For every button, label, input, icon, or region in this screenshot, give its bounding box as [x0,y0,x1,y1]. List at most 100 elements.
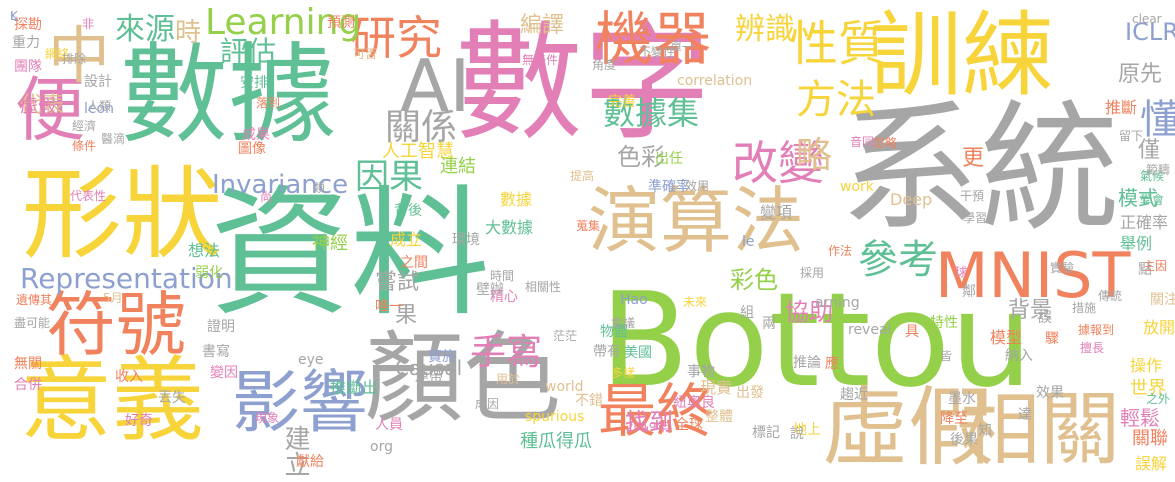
cloud-word: 懂 [1140,97,1175,143]
cloud-word: 說 [790,426,804,442]
cloud-word: eye [298,352,324,368]
cloud-word: 2019年 [626,420,669,434]
cloud-word: 更 [962,146,985,171]
cloud-word: 之間 [400,255,428,271]
cloud-word: 舉例 [1120,234,1153,253]
cloud-word: 演算法 [588,179,805,263]
cloud-word: 壁辦 [476,282,504,298]
cloud-word: 實施 [428,349,456,365]
cloud-word: 現實 [700,378,733,397]
cloud-word: spurious [525,409,585,425]
cloud-word: 經濟 [72,119,97,133]
cloud-word: 找到 [625,408,673,436]
cloud-word: 形狀 [22,156,222,273]
cloud-word: 單一 [670,40,695,54]
cloud-word: 時間 [490,269,515,283]
cloud-word: 建立 [280,425,310,477]
cloud-word: 虛假 [822,378,994,478]
cloud-word: 想法 [188,241,221,260]
cloud-word: 意義 [20,347,205,454]
cloud-word: K [10,9,18,23]
cloud-word: 操作 [1130,356,1163,375]
cloud-word: 盡可能 [14,316,51,330]
cloud-word: ICLR [1125,18,1175,46]
cloud-word: 代表性 [70,189,107,203]
cloud-word: 標記 [752,425,780,441]
cloud-word: 手寫 [470,332,543,373]
cloud-word: 干預 [960,189,985,203]
cloud-word: 組 [740,305,754,321]
cloud-word: work [840,179,874,195]
cloud-word: 關聯 [1132,428,1168,449]
cloud-word: 世界 [1130,378,1166,399]
cloud-word: clear [1132,12,1162,26]
cloud-word: 成果 [242,127,270,143]
cloud-word: 趨近 [840,387,868,403]
cloud-word: 顏色 [365,322,562,436]
cloud-word: 網絡 [45,47,70,61]
cloud-word: 事物 [687,364,715,380]
cloud-word: 條件 [72,139,97,153]
cloud-word: 兩 [762,316,776,332]
cloud-word: 球 [955,265,968,279]
cloud-word: 精心 [490,289,518,305]
cloud-word: 應 [825,356,839,372]
cloud-word: 背後 [394,203,422,219]
cloud-word: world [545,379,584,395]
cloud-word: 推論 [793,355,821,371]
cloud-word: 人工智慧 [382,141,454,162]
cloud-word: 具 [905,324,919,340]
cloud-word: 連帶 [415,369,443,385]
cloud-word: 性質 [790,16,887,72]
cloud-word: 數據集 [603,94,700,132]
cloud-word: 丟失 [158,390,186,406]
cloud-word: 相關性 [525,280,562,294]
cloud-word: 中 [48,19,111,92]
cloud-word: 排除 [62,52,87,66]
cloud-word: 茫茫 [553,329,578,343]
cloud-word: 改變 [732,136,824,190]
cloud-word: 原先 [1118,62,1163,87]
cloud-word: arning [815,295,860,311]
cloud-word: 後果 [950,432,978,448]
cloud-word: le [742,234,755,250]
cloud-word: 物體 [600,324,628,340]
cloud-word: 人類 [87,99,112,113]
cloud-word: 人員 [375,417,403,433]
cloud-word: 降至 [940,411,968,427]
cloud-word: 效用 [685,179,710,193]
cloud-word: MNIST [935,239,1131,312]
cloud-word: Causal [395,356,463,380]
cloud-word: 設計 [84,74,112,90]
cloud-word: 醫滴 [101,132,126,146]
cloud-word: 整體 [705,409,733,425]
cloud-word: 機器 [595,5,712,73]
cloud-word: 可否 [353,47,378,61]
cloud-word: 落到 [256,96,281,110]
cloud-word: 學習 [963,211,988,225]
cloud-word: 紐奧良 [673,395,715,411]
cloud-word: 5月 [103,291,123,305]
cloud-word: 參考 [858,237,938,283]
cloud-word: 訓練 [870,2,1055,109]
cloud-word: 評估 [220,35,277,68]
cloud-word: 美國 [624,345,652,361]
cloud-word: 出發 [736,385,764,401]
cloud-word: 研究 [350,11,442,65]
cloud-word: 協助 [785,298,833,326]
cloud-word: 多樣 [611,366,636,380]
cloud-word: 預測 [327,15,355,31]
cloud-word: 證明 [207,319,235,335]
cloud-word: 範疇 [1146,163,1171,177]
cloud-word: 成立 [390,230,423,249]
cloud-word: 方法 [796,77,876,123]
cloud-word: 正確率 [1120,213,1169,232]
cloud-word: 會議 [611,316,636,330]
cloud-word: 僅 [1138,138,1161,163]
cloud-word: 全球 [675,417,703,433]
cloud-word: 達 [1018,407,1032,423]
cloud-word: 蒐集 [576,219,601,233]
cloud-word: 好奇 [125,413,153,429]
cloud-word: 主因 [1143,259,1168,273]
cloud-word: 驟 [1045,331,1059,347]
